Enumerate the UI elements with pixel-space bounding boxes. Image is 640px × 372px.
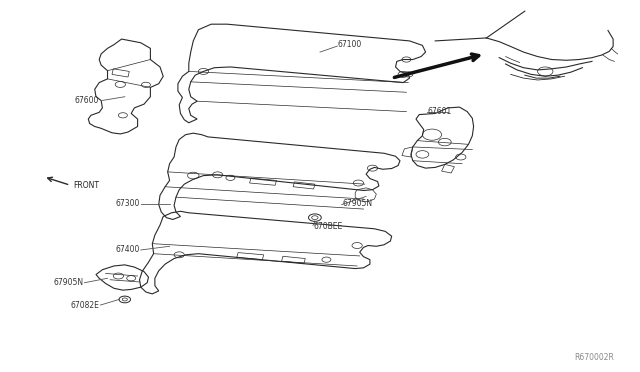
Text: 67100: 67100 [338, 40, 362, 49]
Text: 67905N: 67905N [53, 278, 83, 287]
Text: R670002R: R670002R [575, 353, 614, 362]
Text: 67400: 67400 [115, 246, 140, 254]
Text: FRONT: FRONT [74, 182, 100, 190]
Text: 670BEE: 670BEE [314, 222, 343, 231]
Text: 67905N: 67905N [342, 199, 372, 208]
Text: 67300: 67300 [115, 199, 140, 208]
Text: 67600: 67600 [75, 96, 99, 105]
Text: 67601: 67601 [428, 107, 452, 116]
Text: 67082E: 67082E [70, 301, 99, 310]
